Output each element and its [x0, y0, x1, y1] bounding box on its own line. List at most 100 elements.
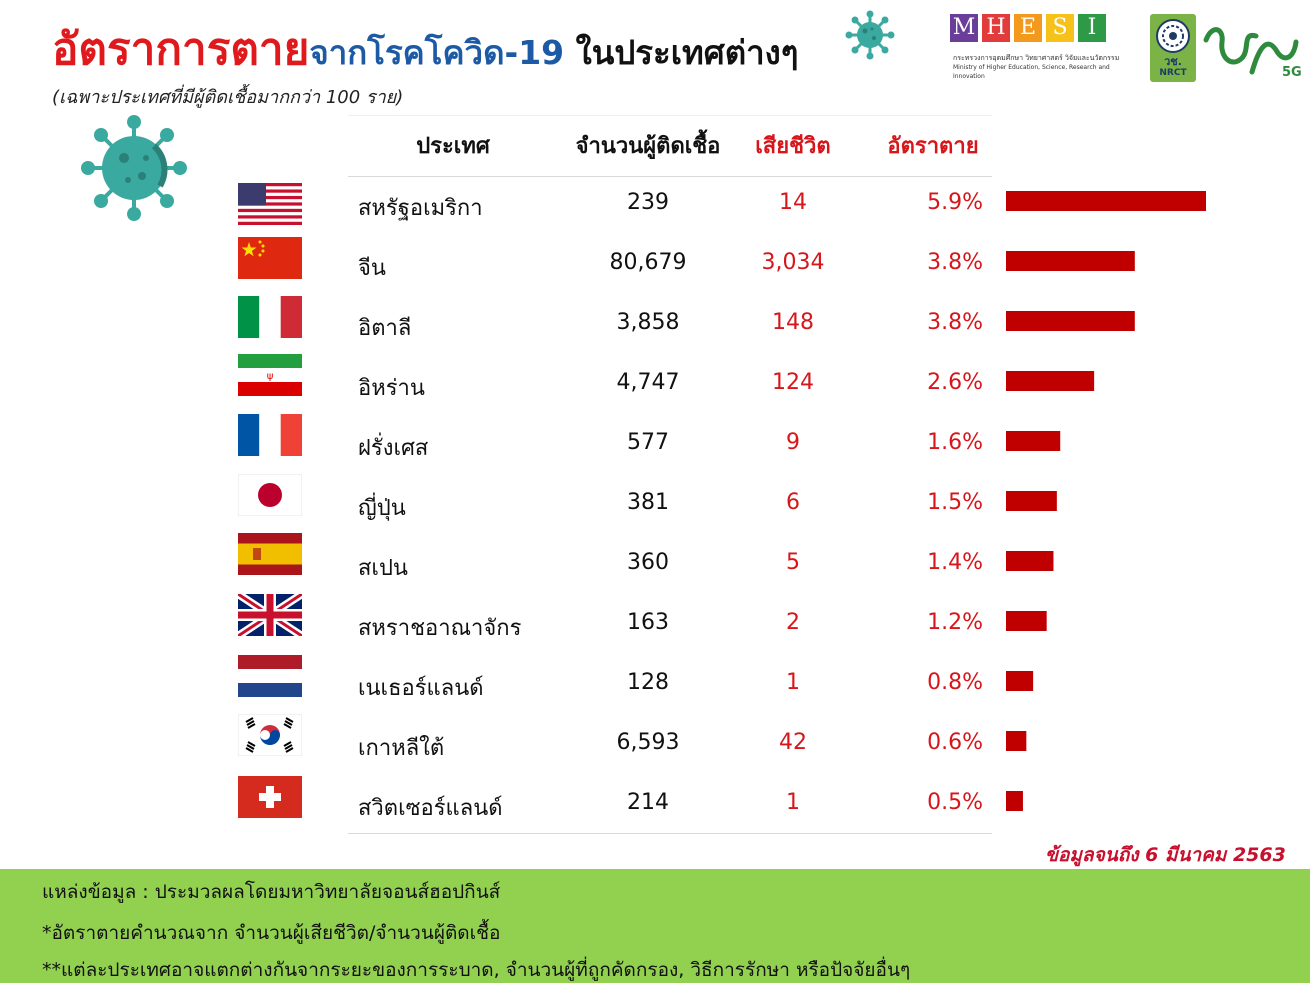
table-row: สวิตเซอร์แลนด์ 214 1 0.5% — [348, 776, 992, 836]
us-flag-icon — [238, 183, 302, 225]
death-count: 148 — [772, 310, 814, 335]
bar-1 — [1006, 251, 1135, 271]
iran-flag-icon: ψ — [238, 354, 302, 396]
page-title: อัตราการตายจากโรคโควิด-19 ในประเทศต่างๆ — [52, 14, 799, 84]
table-divider — [348, 833, 992, 834]
death-count: 124 — [772, 370, 814, 395]
header-infected: จำนวนผู้ติดเชื้อ — [575, 134, 721, 159]
death-count: 3,034 — [761, 250, 825, 275]
spain-flag-icon — [238, 533, 302, 575]
netherlands-flag-icon — [238, 655, 302, 697]
bar-7 — [1006, 611, 1047, 631]
death-rate: 3.8% — [927, 310, 983, 335]
disclaimer-note: **แต่ละประเทศอาจแตกต่างกันจากระยะของการร… — [42, 959, 911, 981]
bar-9 — [1006, 731, 1027, 751]
mhesi-caption-en: Ministry of Higher Education, Science, R… — [953, 64, 1110, 80]
table-row: ฝรั่งเศส 577 9 1.6% — [348, 416, 992, 476]
country-name: เนเธอร์แลนด์ — [358, 676, 484, 701]
table-row: ญี่ปุ่น 381 6 1.5% — [348, 476, 992, 536]
table-header: ประเทศ จำนวนผู้ติดเชื้อ เสียชีวิต อัตราต… — [348, 115, 992, 177]
mhesi-caption: กระทรวงการอุดมศึกษา วิทยาศาสตร์ วิจัยและ… — [953, 54, 1133, 81]
bar-0 — [1006, 191, 1206, 211]
country-name: เกาหลีใต้ — [358, 736, 445, 761]
death-rate: 1.4% — [927, 550, 983, 575]
anniversary-logo: 5G — [1203, 27, 1302, 80]
table-row: จีน 80,679 3,034 3.8% — [348, 236, 992, 296]
country-name: สเปน — [358, 556, 408, 581]
italy-flag-icon — [238, 296, 302, 338]
bar-2 — [1006, 311, 1135, 331]
data-date-note: ข้อมูลจนถึง 6 มีนาคม 2563 — [1045, 844, 1286, 866]
infected-count: 239 — [627, 190, 669, 215]
infected-count: 214 — [627, 790, 669, 815]
bar-10 — [1006, 791, 1023, 811]
country-name: สหราชอาณาจักร — [358, 616, 522, 641]
nrct-thai-label: วช. — [1164, 55, 1182, 68]
france-flag-icon — [238, 414, 302, 456]
title-countries: ในประเทศต่างๆ — [564, 33, 799, 72]
death-rate: 1.2% — [927, 610, 983, 635]
header-country: ประเทศ — [416, 134, 490, 159]
bar-5 — [1006, 491, 1057, 511]
table-row: อิหร่าน 4,747 124 2.6% — [348, 356, 992, 416]
bar-8 — [1006, 671, 1034, 691]
table-row: เกาหลีใต้ 6,593 42 0.6% — [348, 716, 992, 776]
death-rate-bar-chart — [1006, 191, 1206, 811]
infected-count: 163 — [627, 610, 669, 635]
small-virus-icon — [845, 10, 895, 60]
svg-text:ψ: ψ — [267, 371, 274, 382]
mhesi-letter-i: I — [1078, 14, 1106, 42]
footer-notes: แหล่งข้อมูล : ประมวลผลโดยมหาวิทยาลัยจอนส… — [0, 869, 1310, 983]
death-rate: 0.6% — [927, 730, 983, 755]
table-row: สหรัฐอเมริกา 239 14 5.9% — [348, 176, 992, 236]
country-name: ฝรั่งเศส — [358, 436, 429, 461]
japan-flag-icon — [238, 474, 302, 516]
mhesi-caption-thai: กระทรวงการอุดมศึกษา วิทยาศาสตร์ วิจัยและ… — [953, 54, 1120, 62]
header-rate: อัตราตาย — [887, 134, 979, 159]
infected-count: 6,593 — [616, 730, 680, 755]
table-row: สหราชอาณาจักร 163 2 1.2% — [348, 596, 992, 656]
subtitle: (เฉพาะประเทศที่มีผู้ติดเชื้อมากกว่า 100 … — [52, 87, 404, 108]
country-name: ญี่ปุ่น — [358, 496, 406, 521]
table-row: เนเธอร์แลนด์ 128 1 0.8% — [348, 656, 992, 716]
death-rate: 5.9% — [927, 190, 983, 215]
infected-count: 128 — [627, 670, 669, 695]
death-rate: 0.8% — [927, 670, 983, 695]
bar-3 — [1006, 371, 1095, 391]
death-count: 5 — [786, 550, 800, 575]
china-flag-icon — [238, 237, 302, 279]
table-row: อิตาลี 3,858 148 3.8% — [348, 296, 992, 356]
death-rate: 1.5% — [927, 490, 983, 515]
death-rate: 3.8% — [927, 250, 983, 275]
bar-6 — [1006, 551, 1054, 571]
infected-count: 360 — [627, 550, 669, 575]
infected-count: 80,679 — [609, 250, 687, 275]
country-name: จีน — [358, 256, 386, 281]
nrct-emblem-icon — [1156, 19, 1190, 53]
death-count: 6 — [786, 490, 800, 515]
south-korea-flag-icon — [238, 714, 302, 756]
death-count: 9 — [786, 430, 800, 455]
nrct-label: NRCT — [1159, 68, 1187, 78]
mhesi-letter-m: M — [950, 14, 978, 42]
infected-count: 4,747 — [616, 370, 680, 395]
death-rate: 0.5% — [927, 790, 983, 815]
death-count: 14 — [779, 190, 807, 215]
uk-flag-icon — [238, 594, 302, 636]
infected-count: 3,858 — [616, 310, 680, 335]
switzerland-flag-icon — [238, 776, 302, 818]
death-count: 1 — [786, 670, 800, 695]
infected-count: 577 — [627, 430, 669, 455]
title-covid: จากโรคโควิด-19 — [309, 33, 565, 72]
death-rate: 1.6% — [927, 430, 983, 455]
nrct-logo: วช. — [1150, 14, 1196, 82]
death-count: 42 — [779, 730, 807, 755]
country-name: สวิตเซอร์แลนด์ — [358, 796, 503, 821]
mhesi-letter-s: S — [1046, 14, 1074, 42]
death-count: 2 — [786, 610, 800, 635]
calc-note: *อัตราตายคำนวณจาก จำนวนผู้เสียชีวิต/จำนว… — [42, 922, 501, 944]
mhesi-letter-e: E — [1014, 14, 1042, 42]
title-main: อัตราการตาย — [52, 24, 310, 75]
country-name: อิตาลี — [358, 316, 412, 341]
